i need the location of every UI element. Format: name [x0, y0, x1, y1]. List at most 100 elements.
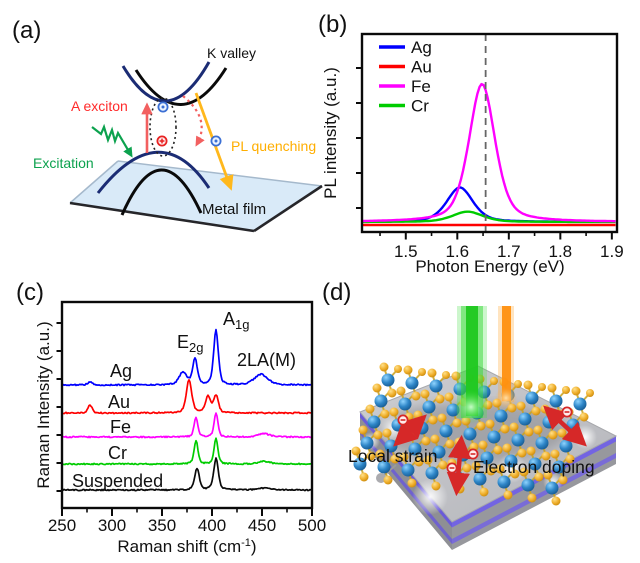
- metal-atom: [521, 478, 535, 492]
- doping-electrons: [397, 406, 573, 474]
- sulfur-atom: [380, 409, 390, 419]
- c-tick-label: 250: [48, 516, 76, 535]
- sulfur-atom: [562, 386, 570, 394]
- c-tick-label: 350: [148, 516, 176, 535]
- hole-icon: [156, 135, 168, 147]
- metal-atom: [504, 454, 518, 468]
- sulfur-atom: [396, 386, 406, 396]
- metal-atom: [480, 451, 494, 465]
- local-strain-label: Local strain: [348, 446, 438, 466]
- sulfur-atom: [517, 448, 527, 458]
- sulfur-atom: [565, 454, 575, 464]
- sulfur-atom: [452, 418, 462, 428]
- raman-curve-Ag: [62, 328, 312, 387]
- sulfur-atom: [531, 406, 541, 416]
- raman-curve-Cr: [61, 437, 313, 466]
- panel-d-illustration: (d): [322, 279, 618, 550]
- quenched-electron-icon: [210, 135, 222, 147]
- exciton-ellipse: [149, 97, 177, 157]
- electron-icon: [157, 101, 169, 113]
- sulfur-atom: [586, 389, 594, 397]
- c-tick-label: 400: [198, 516, 226, 535]
- b-tick-label: 1.5: [394, 242, 418, 261]
- sulfur-atom: [420, 389, 430, 399]
- sulfur-atom: [442, 371, 450, 379]
- slab-purple-layer-front: [452, 436, 616, 528]
- metal-atom: [463, 427, 477, 441]
- sulfur-atom: [526, 446, 536, 456]
- metal-atom: [377, 460, 391, 474]
- raman-trace-labels: Ag Au Fe Cr Suspended: [72, 361, 163, 491]
- sulfur-atom: [519, 467, 529, 477]
- sulfur-atom: [579, 412, 589, 422]
- c-tick-label: 300: [98, 516, 126, 535]
- sulfur-atom: [516, 401, 526, 411]
- c-tick-label: 450: [248, 516, 276, 535]
- k-valley-label: K valley: [207, 45, 256, 61]
- slab-purple-bottom-left: [360, 429, 452, 544]
- sulfur-atom: [557, 428, 567, 438]
- metal-atom: [425, 466, 439, 480]
- b-tick-label: 1.7: [497, 242, 521, 261]
- metal-atom: [573, 397, 587, 411]
- sulfur-atom: [431, 481, 441, 491]
- sulfur-atom: [462, 463, 472, 473]
- sulfur-atom: [407, 478, 417, 488]
- sulfur-atom: [358, 425, 368, 435]
- raman-trace-label-Ag: Ag: [110, 361, 132, 381]
- sulfur-atom: [495, 464, 505, 474]
- metal-atom: [374, 394, 388, 408]
- raman-trace-label-Fe: Fe: [110, 417, 131, 437]
- raman-curves: [61, 328, 313, 492]
- film-right-edge: [253, 184, 323, 233]
- legend-label-Cr: Cr: [411, 97, 429, 116]
- strain-arrow-left: [393, 414, 427, 447]
- electron-icon: [561, 406, 573, 418]
- sulfur-atom: [414, 457, 424, 467]
- metal-atom: [518, 412, 532, 426]
- metal-atom: [353, 457, 367, 471]
- sulfur-atom: [493, 445, 503, 455]
- pl-curve-Fe: [362, 82, 616, 223]
- sulfur-atom: [389, 407, 399, 417]
- sulfur-atom: [435, 394, 445, 404]
- sulfur-atom: [500, 424, 510, 434]
- sulfur-atom: [351, 446, 361, 456]
- film-left-edge: [69, 160, 119, 204]
- metal-atom: [473, 472, 487, 486]
- panel-d-label: (d): [322, 279, 351, 306]
- b-tick-label: 1.6: [445, 242, 469, 261]
- sulfur-atom: [490, 377, 498, 385]
- b-yaxis-title: PL intensity (a.u.): [321, 67, 340, 199]
- metal-atom: [432, 445, 446, 459]
- metal-atom: [429, 379, 443, 393]
- metal-atom: [552, 460, 566, 474]
- metal-atom: [401, 463, 415, 477]
- panel-c-raman-chart: (c) 250 300 350 400 450 500 Ag Au Fe Cr Suspended…: [16, 279, 326, 556]
- raman-curve-Fe: [61, 412, 313, 439]
- sulfur-atom: [551, 496, 561, 506]
- c-yaxis-title: Raman Intensity (a.u.): [34, 321, 53, 488]
- b-tick-label: 1.9: [600, 242, 624, 261]
- raman-curve-Suspended: [61, 457, 313, 492]
- electron-icon: [397, 414, 409, 426]
- film-back-edge: [117, 160, 323, 187]
- sulfur-atom: [476, 421, 486, 431]
- ghost-atom: [376, 473, 386, 483]
- sulfur-atom: [421, 436, 431, 446]
- metal-atom: [487, 430, 501, 444]
- sulfur-atom: [383, 475, 393, 485]
- strain-arrow-right: [543, 405, 587, 447]
- sulfur-atom: [411, 391, 421, 401]
- raman-trace-label-Cr: Cr: [108, 443, 127, 463]
- sulfur-atom: [394, 365, 402, 373]
- sulfur-atom: [359, 472, 369, 482]
- orange-laser-beam: [495, 306, 517, 409]
- film-front-edge: [69, 201, 255, 233]
- sulfur-atom: [479, 487, 489, 497]
- pl-quenching-label: PL quenching: [231, 138, 316, 154]
- metal-atom: [559, 439, 573, 453]
- e2g-peak-label: E2g: [177, 332, 203, 355]
